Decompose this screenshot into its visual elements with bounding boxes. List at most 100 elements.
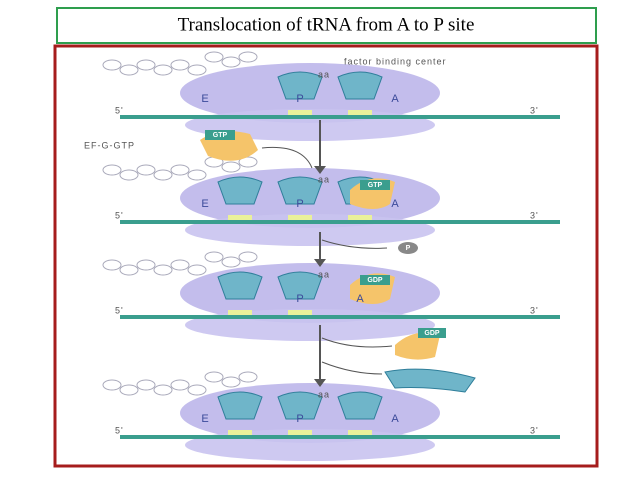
- peptide-bead: [187, 264, 207, 276]
- trna: [277, 391, 323, 420]
- pi-label: P: [406, 245, 411, 252]
- peptide-bead: [221, 376, 241, 388]
- title-box: [56, 7, 597, 44]
- chip-label: GTP: [368, 182, 383, 189]
- anticodon: [228, 310, 252, 315]
- peptide-bead: [170, 164, 190, 176]
- peptide-bead: [187, 169, 207, 181]
- five-prime: 5': [115, 305, 124, 315]
- peptide-bead: [204, 251, 224, 263]
- peptide-bead: [153, 64, 173, 76]
- peptide-bead: [102, 259, 122, 271]
- anticodon: [288, 215, 312, 220]
- aa-label: aa: [318, 174, 330, 184]
- artwork: [102, 51, 560, 461]
- arrow: [261, 146, 313, 169]
- chip-bg: [360, 180, 390, 190]
- labels: factor binding center EF-G-GTP 5' 3' aa E P A…: [84, 56, 539, 435]
- trna: [384, 368, 476, 393]
- three-prime: 3': [530, 305, 539, 315]
- peptide-bead: [238, 156, 258, 168]
- anticodon: [228, 430, 252, 435]
- anticodon: [228, 215, 252, 220]
- chip-label: GDP: [424, 330, 440, 337]
- peptide-bead: [238, 251, 258, 263]
- ef-g: [395, 332, 440, 360]
- factor-label: factor binding center: [344, 56, 447, 66]
- arrow-head: [314, 166, 326, 174]
- peptide-bead: [136, 59, 156, 71]
- peptide-bead: [119, 169, 139, 181]
- trna: [277, 71, 323, 100]
- peptide-bead: [170, 59, 190, 71]
- trna: [217, 176, 263, 205]
- trna: [217, 391, 263, 420]
- peptide-bead: [119, 64, 139, 76]
- peptide-bead: [238, 371, 258, 383]
- title: Translocation of tRNA from A to P site: [178, 14, 475, 35]
- three-prime: 3': [530, 425, 539, 435]
- peptide-bead: [221, 256, 241, 268]
- peptide-bead: [102, 59, 122, 71]
- five-prime: 5': [115, 105, 124, 115]
- trna: [217, 271, 263, 300]
- peptide-bead: [102, 379, 122, 391]
- trna: [337, 71, 383, 100]
- trna: [277, 271, 323, 300]
- site-label: A: [391, 93, 399, 105]
- aa-label: aa: [318, 389, 330, 399]
- anticodon: [348, 110, 372, 115]
- trna: [337, 391, 383, 420]
- anticodon: [288, 430, 312, 435]
- site-label: A: [356, 293, 364, 305]
- three-prime: 3': [530, 210, 539, 220]
- peptide-bead: [238, 51, 258, 63]
- site-label: P: [296, 198, 303, 210]
- peptide-bead: [204, 371, 224, 383]
- peptide-bead: [153, 384, 173, 396]
- five-prime: 5': [115, 425, 124, 435]
- peptide-bead: [187, 384, 207, 396]
- peptide-bead: [221, 56, 241, 68]
- peptide-bead: [119, 264, 139, 276]
- site-label: E: [201, 413, 208, 425]
- arrow: [321, 239, 388, 249]
- site-label: A: [391, 198, 399, 210]
- chip-bg: [205, 130, 235, 140]
- anticodon: [348, 430, 372, 435]
- chip-bg: [360, 275, 390, 285]
- site-label: P: [296, 93, 303, 105]
- ef-g-label: EF-G-GTP: [84, 140, 135, 150]
- peptide-bead: [221, 161, 241, 173]
- arrow-head: [314, 259, 326, 267]
- trna: [277, 176, 323, 205]
- peptide-bead: [170, 259, 190, 271]
- peptide-bead: [187, 64, 207, 76]
- chip-label: GDP: [367, 277, 383, 284]
- arrow: [321, 361, 383, 375]
- site-label: P: [296, 293, 303, 305]
- peptide-bead: [153, 264, 173, 276]
- peptide-bead: [136, 259, 156, 271]
- peptide-bead: [136, 164, 156, 176]
- peptide-bead: [170, 379, 190, 391]
- aa-label: aa: [318, 69, 330, 79]
- arrow: [321, 337, 393, 348]
- site-label: A: [391, 413, 399, 425]
- three-prime: 3': [530, 105, 539, 115]
- arrow-head: [314, 379, 326, 387]
- peptide-bead: [119, 384, 139, 396]
- anticodon: [348, 215, 372, 220]
- peptide-bead: [153, 169, 173, 181]
- peptide-bead: [204, 51, 224, 63]
- five-prime: 5': [115, 210, 124, 220]
- peptide-bead: [102, 164, 122, 176]
- chip-bg: [418, 328, 446, 338]
- peptide-bead: [136, 379, 156, 391]
- chip-label: GTP: [213, 132, 228, 139]
- site-label: E: [201, 198, 208, 210]
- site-label: P: [296, 413, 303, 425]
- aa-label: aa: [318, 269, 330, 279]
